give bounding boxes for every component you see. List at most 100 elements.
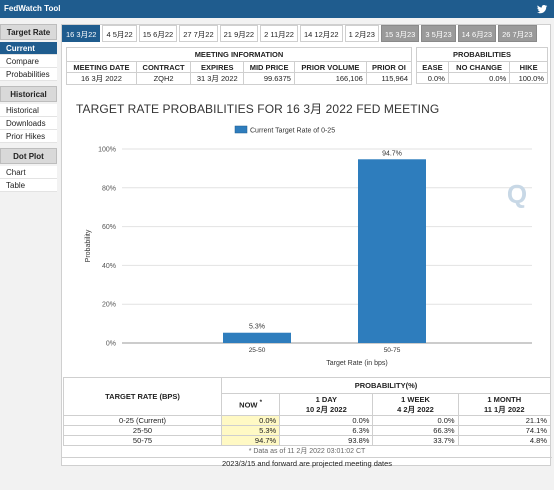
col-contract: CONTRACT <box>135 61 192 73</box>
tab-meeting[interactable]: 27 7月22 <box>179 25 218 42</box>
tab-meeting[interactable]: 26 7月23 <box>498 25 537 42</box>
sidebar-item-prior-hikes[interactable]: Prior Hikes <box>0 130 57 143</box>
cell-expires: 31 3月 2022 <box>190 72 245 85</box>
tab-meeting[interactable]: 14 12月22 <box>299 25 343 42</box>
col-prior-oi: PRIOR OI <box>365 61 413 73</box>
probabilities-table: PROBABILITIES EASE NO CHANGE HIKE 0.0% 0… <box>416 47 548 84</box>
tab-meeting[interactable]: 14 6月23 <box>457 25 497 42</box>
col-prior-volume: PRIOR VOLUME <box>293 61 367 73</box>
cell-1-week: 0.0% <box>372 415 459 426</box>
cell-now: 0.0% <box>220 415 281 426</box>
y-tick-label: 40% <box>102 263 116 270</box>
sidebar-section-historical: Historical <box>0 86 57 102</box>
bar <box>223 332 291 343</box>
cell-no-change: 0.0% <box>447 72 511 84</box>
sidebar-item-historical[interactable]: Historical <box>0 104 57 117</box>
col-target-rate: TARGET RATE (BPS) <box>63 377 222 416</box>
probability-history-table: TARGET RATE (BPS) PROBABILITY(%) NOW * 1… <box>63 377 552 446</box>
legend-swatch <box>234 125 248 134</box>
sidebar-item-downloads[interactable]: Downloads <box>0 117 57 130</box>
legend-label: Current Target Rate of 0-25 <box>250 128 335 135</box>
col-probability: PROBABILITY(%) <box>221 377 551 394</box>
tab-meeting[interactable]: 15 6月22 <box>138 25 178 42</box>
meeting-info-title: MEETING INFORMATION <box>66 47 412 62</box>
tab-meeting[interactable]: 3 5月23 <box>421 25 456 42</box>
cell-rate: 0-25 (Current) <box>63 415 222 426</box>
meeting-info-table: MEETING INFORMATION MEETING DATE CONTRAC… <box>66 47 413 85</box>
col-1-week: 1 WEEK 4 2月 2022 <box>372 393 459 416</box>
cell-contract: ZQH2 <box>135 72 192 85</box>
probability-history: TARGET RATE (BPS) PROBABILITY(%) NOW * 1… <box>62 377 552 469</box>
y-axis-label: Probability <box>85 229 92 262</box>
x-axis-label: Target Rate (in bps) <box>326 360 387 367</box>
sidebar-item-table[interactable]: Table <box>0 179 57 192</box>
cell-1-day: 6.3% <box>279 425 374 436</box>
app-title: FedWatch Tool <box>4 4 61 13</box>
y-tick-label: 20% <box>102 302 116 309</box>
sidebar-section-target-rate: Target Rate <box>0 24 57 40</box>
table-row: 0.0% 0.0% 100.0% <box>416 72 548 84</box>
cell-1-month: 21.1% <box>457 415 552 426</box>
col-meeting-date: MEETING DATE <box>66 61 137 73</box>
sidebar-item-current[interactable]: Current <box>0 42 57 55</box>
col-1-month: 1 MONTH 11 1月 2022 <box>457 393 552 416</box>
cell-now: 94.7% <box>220 435 281 446</box>
projection-footnote: 2023/3/15 and forward are projected meet… <box>62 457 552 469</box>
y-tick-label: 80% <box>102 185 116 192</box>
col-now: NOW * <box>220 393 281 416</box>
app-titlebar: FedWatch Tool <box>0 0 554 18</box>
bar-data-label: 5.3% <box>249 324 265 331</box>
watermark-logo: Q <box>507 179 527 209</box>
tab-meeting[interactable]: 2 11月22 <box>260 25 298 42</box>
cell-1-day: 0.0% <box>279 415 374 426</box>
sidebar-item-chart[interactable]: Chart <box>0 166 57 179</box>
cell-prior-oi: 115,964 <box>365 72 413 85</box>
data-timestamp-note: * Data as of 11 2月 2022 03:01:02 CT <box>248 448 366 455</box>
cell-1-month: 74.1% <box>457 425 552 436</box>
y-tick-label: 0% <box>106 341 116 348</box>
probability-chart: Current Target Rate of 0-25 0% 20% 40% 60% 80… <box>85 125 532 367</box>
sidebar-item-probabilities[interactable]: Probabilities <box>0 68 57 81</box>
x-tick-label: 25-50 <box>249 347 266 354</box>
cell-meeting-date: 16 3月 2022 <box>66 72 137 85</box>
tab-meeting[interactable]: 15 3月23 <box>380 25 420 42</box>
col-expires: EXPIRES <box>190 61 245 73</box>
tab-meeting[interactable]: 1 2月23 <box>344 25 379 42</box>
cell-rate: 25-50 <box>63 425 222 436</box>
main-panel: 16 3月22 4 5月22 15 6月22 27 7月22 21 9月22 2… <box>61 24 552 469</box>
col-mid-price: MID PRICE <box>243 61 295 73</box>
tab-meeting[interactable]: 16 3月22 <box>62 25 101 42</box>
meeting-tabs: 16 3月22 4 5月22 15 6月22 27 7月22 21 9月22 2… <box>62 25 539 42</box>
sidebar: Target Rate Current Compare Probabilitie… <box>0 24 57 192</box>
col-no-change: NO CHANGE <box>447 61 511 73</box>
col-hike: HIKE <box>509 61 548 73</box>
cell-ease: 0.0% <box>416 72 449 84</box>
table-row: 0-25 (Current) 0.0% 0.0% 0.0% 21.1% <box>63 415 552 426</box>
sidebar-section-dot-plot: Dot Plot <box>0 148 57 164</box>
cell-1-week: 33.7% <box>372 435 459 446</box>
bar-data-label: 94.7% <box>382 150 402 157</box>
cell-prior-volume: 166,106 <box>293 72 367 85</box>
probabilities-title: PROBABILITIES <box>416 47 548 62</box>
cell-hike: 100.0% <box>509 72 548 84</box>
table-row: 25-50 5.3% 6.3% 66.3% 74.1% <box>63 425 552 436</box>
bar <box>358 159 426 343</box>
table-row: 50-75 94.7% 93.8% 33.7% 4.8% <box>63 435 552 446</box>
y-tick-label: 60% <box>102 224 116 231</box>
col-1-day: 1 DAY 10 2月 2022 <box>279 393 374 416</box>
sidebar-item-compare[interactable]: Compare <box>0 55 57 68</box>
chart-heading: TARGET RATE PROBABILITIES FOR 16 3月 2022… <box>76 102 440 116</box>
cell-mid-price: 99.6375 <box>243 72 295 85</box>
cell-1-month: 4.8% <box>457 435 552 446</box>
tab-meeting[interactable]: 4 5月22 <box>102 25 137 42</box>
col-ease: EASE <box>416 61 449 73</box>
table-row: 16 3月 2022 ZQH2 31 3月 2022 99.6375 166,1… <box>66 72 413 85</box>
cell-1-week: 66.3% <box>372 425 459 436</box>
twitter-icon[interactable] <box>536 3 548 15</box>
cell-rate: 50-75 <box>63 435 222 446</box>
tab-meeting[interactable]: 21 9月22 <box>219 25 259 42</box>
cell-now: 5.3% <box>220 425 281 436</box>
x-tick-label: 50-75 <box>384 347 401 354</box>
y-tick-label: 100% <box>98 147 116 154</box>
cell-1-day: 93.8% <box>279 435 374 446</box>
